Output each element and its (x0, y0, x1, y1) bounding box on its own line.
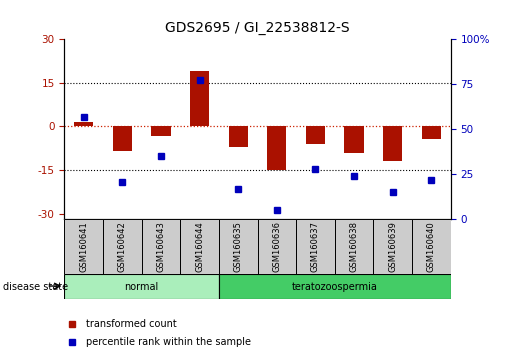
Bar (422, 126, 441, 139)
Bar (373, 219, 412, 274)
Bar (219, 219, 258, 274)
Bar (258, 219, 296, 274)
Title: GDS2695 / GI_22538812-S: GDS2695 / GI_22538812-S (165, 21, 350, 35)
Bar (103, 219, 142, 274)
Text: GSM160643: GSM160643 (157, 222, 165, 272)
Bar (383, 126, 402, 161)
Text: GSM160642: GSM160642 (118, 222, 127, 272)
Text: GSM160641: GSM160641 (79, 222, 88, 272)
Bar (113, 126, 132, 151)
Bar (142, 219, 180, 274)
Text: GSM160636: GSM160636 (272, 221, 281, 273)
Text: disease state: disease state (3, 282, 67, 292)
Text: teratozoospermia: teratozoospermia (292, 282, 377, 292)
Bar (306, 126, 325, 144)
Text: GSM160639: GSM160639 (388, 222, 397, 272)
Text: percentile rank within the sample: percentile rank within the sample (85, 337, 251, 347)
Bar (229, 126, 248, 147)
Bar (74, 122, 93, 126)
Bar (345, 126, 364, 153)
Bar (151, 126, 170, 137)
Text: GSM160640: GSM160640 (427, 222, 436, 272)
Bar (190, 71, 209, 126)
Text: GSM160644: GSM160644 (195, 222, 204, 272)
Bar (267, 126, 286, 170)
Text: GSM160635: GSM160635 (234, 222, 243, 272)
Bar (412, 219, 451, 274)
Bar (64, 219, 103, 274)
Bar (180, 219, 219, 274)
Text: normal: normal (125, 282, 159, 292)
Text: GSM160638: GSM160638 (350, 221, 358, 273)
Text: transformed count: transformed count (85, 319, 176, 329)
Bar (64, 274, 219, 299)
Bar (219, 274, 451, 299)
Text: GSM160637: GSM160637 (311, 221, 320, 273)
Bar (335, 219, 373, 274)
Bar (296, 219, 335, 274)
